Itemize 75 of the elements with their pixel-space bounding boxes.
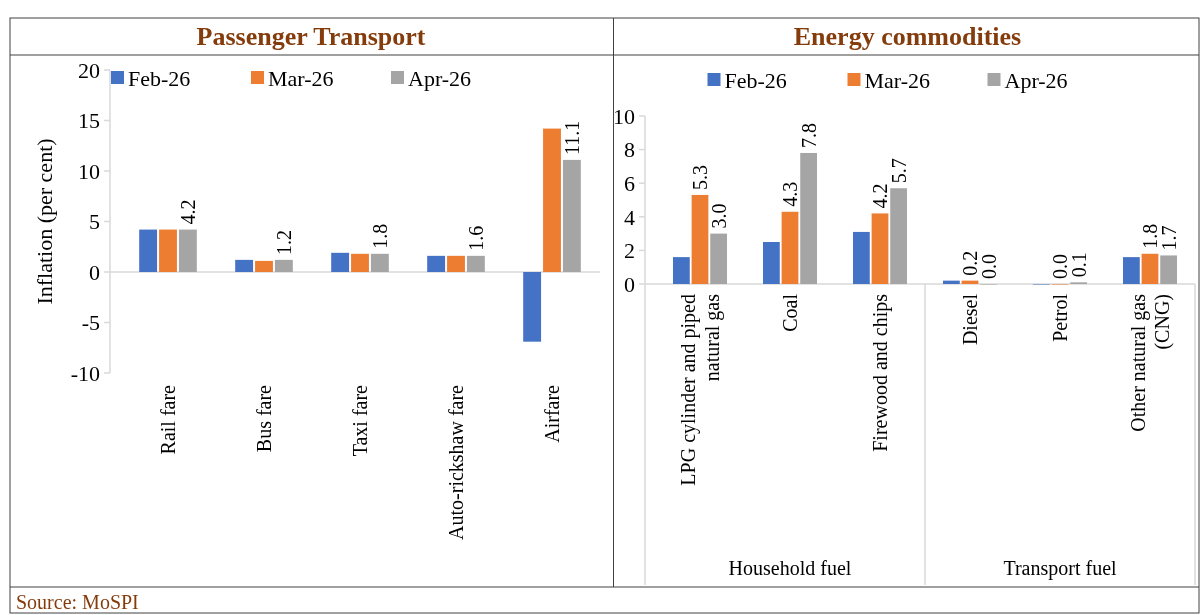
bar: [447, 255, 465, 272]
bar: [159, 229, 177, 272]
bar: [853, 231, 870, 284]
y-tick-label: 2: [624, 238, 635, 264]
x-tick-label: Coal: [779, 293, 801, 332]
bar: [235, 259, 254, 272]
y-tick-label: 20: [78, 57, 100, 83]
bar: [1160, 255, 1177, 284]
data-label: 7.8: [797, 122, 820, 148]
bar: [370, 253, 389, 272]
text: Household fuel: [728, 557, 852, 579]
x-tick-label: Other natural gas (CNG): [1127, 293, 1174, 432]
bar: [763, 242, 780, 284]
y-tick-label: 4: [624, 204, 635, 230]
x-tick-label: Firewood and chips: [869, 293, 892, 452]
x-tick-label: Airfare: [541, 384, 563, 443]
data-label: 1.6: [464, 225, 487, 251]
data-label: 4.2: [176, 199, 199, 225]
legend-label: Feb-26: [724, 67, 787, 93]
bar: [351, 253, 369, 272]
legend-label: Apr-26: [1004, 67, 1068, 93]
bar: [1123, 257, 1140, 284]
chart-title: Energy commodities: [793, 22, 1022, 51]
bar: [562, 159, 581, 272]
bar: [673, 257, 690, 284]
bar: [800, 152, 817, 284]
data-label: 1.2: [272, 229, 295, 255]
bar: [274, 259, 293, 272]
bar: [331, 252, 350, 272]
bar: [139, 229, 158, 272]
y-tick-label: 10: [78, 158, 100, 184]
y-tick-label: 5: [89, 209, 100, 235]
y-tick-label: -10: [70, 360, 100, 386]
bar: [466, 255, 485, 272]
bar: [890, 188, 907, 284]
data-label: 1.8: [368, 223, 391, 249]
text: Transport fuel: [1003, 557, 1118, 580]
x-tick-label: Petrol: [1049, 293, 1071, 342]
bar: [691, 194, 709, 284]
bar: [523, 272, 542, 342]
data-label: 4.2: [869, 183, 891, 209]
y-tick-label: 15: [78, 108, 100, 134]
x-tick-label: Auto-rickshaw fare: [445, 384, 467, 540]
bar: [871, 213, 889, 284]
x-tick-label: Bus fare: [253, 384, 275, 453]
x-tick-label: Rail fare: [157, 384, 179, 455]
legend-label: Mar-26: [864, 67, 931, 93]
y-tick-label: 6: [624, 170, 635, 196]
bar: [943, 280, 960, 284]
y-tick-label: -5: [81, 310, 100, 336]
data-label: 5.3: [689, 164, 711, 190]
data-label: 5.7: [887, 158, 910, 184]
chart-title: Passenger Transport: [196, 22, 426, 51]
y-tick-label: 0: [89, 259, 100, 285]
x-tick-label: LPG cylinder and piped natural gas: [677, 293, 724, 486]
y-tick-label: 10: [613, 103, 635, 129]
x-tick-label: Taxi fare: [349, 384, 371, 457]
bar: [178, 229, 197, 272]
legend-label: Mar-26: [268, 65, 334, 91]
y-axis-title: Inflation (per cent): [32, 138, 57, 305]
y-tick-label: 0: [624, 271, 635, 297]
source-note: Source: MoSPI: [16, 591, 139, 613]
data-label: 3.0: [707, 203, 730, 229]
bar: [255, 260, 273, 272]
bar: [781, 211, 799, 284]
bar: [1141, 253, 1159, 284]
bar: [543, 128, 561, 272]
data-label: 11.1: [560, 120, 583, 155]
y-tick-label: 8: [624, 137, 635, 163]
data-label: 4.3: [779, 181, 801, 207]
legend-label: Feb-26: [128, 65, 191, 91]
legend-label: Apr-26: [408, 65, 472, 91]
bar: [710, 233, 727, 284]
x-tick-label: Diesel: [959, 293, 981, 346]
bar: [427, 255, 446, 272]
